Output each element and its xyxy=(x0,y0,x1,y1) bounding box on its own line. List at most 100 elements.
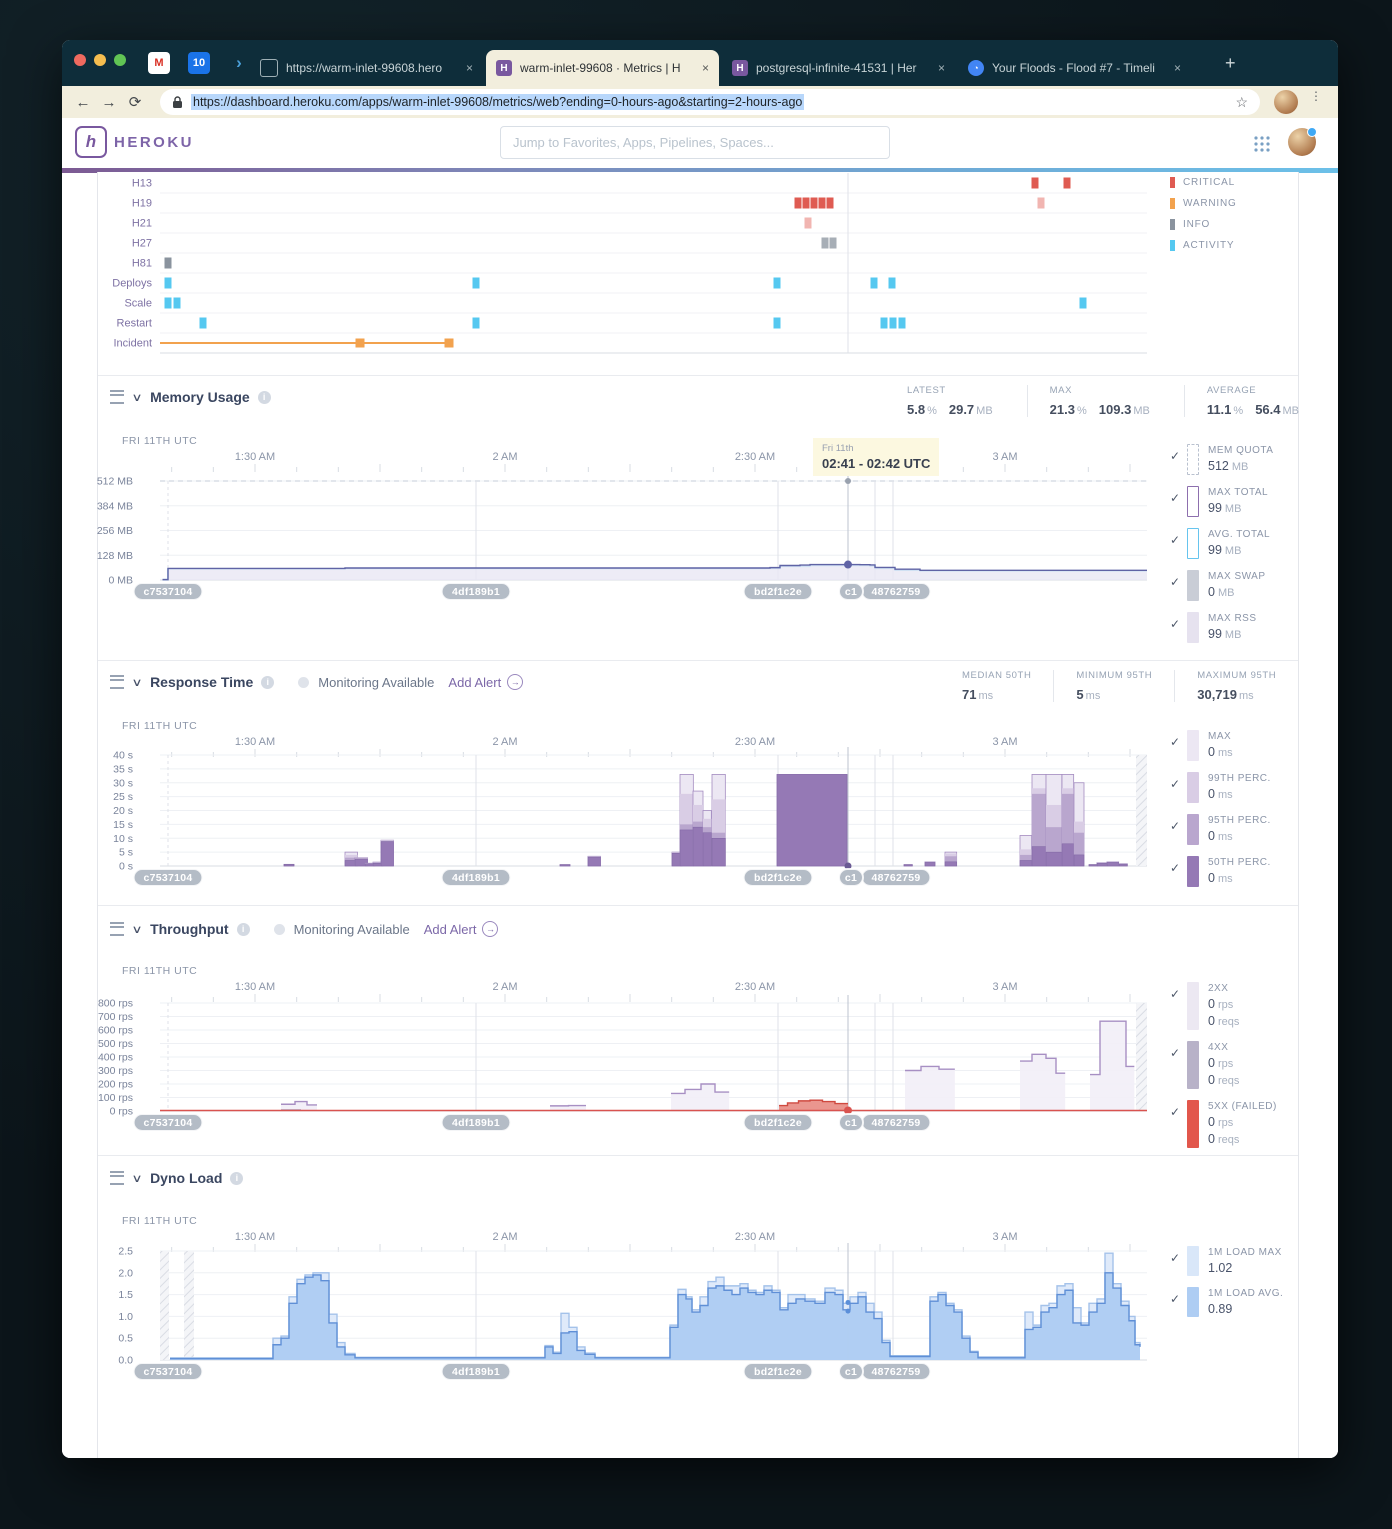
chevron-down-icon[interactable]: ∨ xyxy=(131,676,143,689)
tab-close-icon[interactable]: × xyxy=(937,61,945,75)
legend-item[interactable]: ✓ 1M LOAD MAX 1.02 xyxy=(1170,1246,1330,1276)
check-icon[interactable]: ✓ xyxy=(1170,491,1181,505)
tab-title: Your Floods - Flood #7 - Timeli xyxy=(992,61,1155,75)
v: 0.89 xyxy=(1208,1302,1233,1316)
memory-chart[interactable]: FRI 11TH UTC 1:30 AM 2 AM 2:30 AM 3 AM 512 MB… xyxy=(92,430,1157,615)
chevron-down-icon[interactable]: ∨ xyxy=(131,1172,143,1185)
tab-close-icon[interactable]: × xyxy=(465,61,473,75)
check-icon[interactable]: ✓ xyxy=(1170,987,1181,1001)
check-icon[interactable]: ✓ xyxy=(1170,449,1181,463)
check-icon[interactable]: ✓ xyxy=(1170,575,1181,589)
info-icon[interactable]: i xyxy=(236,922,250,936)
forward-button[interactable]: → xyxy=(101,93,117,111)
close-window-button[interactable] xyxy=(74,54,86,66)
svg-text:600 rps: 600 rps xyxy=(98,1025,133,1037)
legend-value: 0 rps xyxy=(1208,996,1239,1013)
incident-marker xyxy=(355,338,365,348)
toolbar-avatar[interactable] xyxy=(1274,90,1298,114)
legend-item[interactable]: ✓ 99TH PERC. 0 ms xyxy=(1170,772,1330,803)
app-grid-icon[interactable] xyxy=(1254,136,1270,152)
gmail-icon[interactable]: M xyxy=(148,52,170,74)
drag-handle-icon[interactable] xyxy=(110,922,124,936)
stat-number-value: 29.7 xyxy=(948,402,975,417)
tab-close-icon[interactable]: × xyxy=(1173,61,1181,75)
svg-text:4df189b1: 4df189b1 xyxy=(452,586,500,598)
back-button[interactable]: ← xyxy=(75,93,91,111)
check-icon[interactable]: ✓ xyxy=(1170,533,1181,547)
check-icon[interactable]: ✓ xyxy=(1170,819,1181,833)
legend-text: MEM QUOTA 512 MB xyxy=(1208,444,1273,475)
drag-handle-icon[interactable] xyxy=(110,1171,124,1185)
response-time-chart[interactable]: FRI 11TH UTC 1:30 AM 2 AM 2:30 AM 3 AM 40 s35… xyxy=(92,715,1157,895)
drag-handle-icon[interactable] xyxy=(110,390,124,404)
check-icon[interactable]: ✓ xyxy=(1170,1292,1181,1306)
info-icon[interactable]: i xyxy=(261,675,275,689)
browser-tab[interactable]: ◔ Your Floods - Flood #7 - Timeli × xyxy=(958,50,1191,86)
legend-item[interactable]: ✓ MAX RSS 99 MB xyxy=(1170,612,1330,643)
bookmark-star-icon[interactable]: ☆ xyxy=(1235,93,1248,110)
legend-item[interactable]: ✓ MAX SWAP 0 MB xyxy=(1170,570,1330,601)
svg-text:400 rps: 400 rps xyxy=(98,1052,133,1064)
check-icon[interactable]: ✓ xyxy=(1170,777,1181,791)
event-marker xyxy=(173,297,181,309)
legend-item[interactable]: ✓ 2XX 0 rps 0 reqs xyxy=(1170,982,1330,1030)
legend-item[interactable]: ✓ MAX TOTAL 99 MB xyxy=(1170,486,1330,517)
chevron-down-icon[interactable]: ∨ xyxy=(131,391,143,404)
legend-item[interactable]: ✓ MAX 0 ms xyxy=(1170,730,1330,761)
chevron-down-icon[interactable]: ∨ xyxy=(131,923,143,936)
release-pill: 4df189b1 xyxy=(440,1362,512,1381)
throughput-chart[interactable]: FRI 11TH UTC 1:30 AM 2 AM 2:30 AM 3 AM 800 rp… xyxy=(92,960,1157,1140)
legend-item: CRITICAL xyxy=(1170,177,1330,188)
info-icon[interactable]: i xyxy=(257,390,271,404)
zoom-window-button[interactable] xyxy=(114,54,126,66)
legend-item[interactable]: ✓ AVG. TOTAL 99 MB xyxy=(1170,528,1330,559)
dyno-load-chart[interactable]: FRI 11TH UTC 1:30 AM 2 AM 2:30 AM 3 AM 2.5 2.0… xyxy=(92,1210,1157,1390)
legend-item[interactable]: ✓ 4XX 0 rps 0 reqs xyxy=(1170,1041,1330,1089)
add-alert-link[interactable]: Add Alert xyxy=(423,921,477,937)
check-icon[interactable]: ✓ xyxy=(1170,617,1181,631)
search-input[interactable] xyxy=(500,126,890,159)
legend-item[interactable]: ✓ 95TH PERC. 0 ms xyxy=(1170,814,1330,845)
tab-close-icon[interactable]: × xyxy=(701,61,709,75)
unit: reqs xyxy=(1217,1075,1240,1087)
release-pill: 48762759 xyxy=(860,1362,932,1381)
refresh-button[interactable]: ⟳ xyxy=(128,94,142,111)
drag-handle-icon[interactable] xyxy=(110,675,124,689)
check-icon[interactable]: ✓ xyxy=(1170,1105,1181,1119)
unit: rps xyxy=(1217,1058,1234,1070)
add-alert-arrow-icon[interactable]: → xyxy=(507,674,524,690)
check-icon[interactable]: ✓ xyxy=(1170,1046,1181,1060)
svg-text:1:30 AM: 1:30 AM xyxy=(235,451,275,463)
calendar-icon[interactable]: 10 xyxy=(188,52,210,74)
heroku-logo[interactable]: h xyxy=(75,126,107,158)
legend-item[interactable]: ✓ 50TH PERC. 0 ms xyxy=(1170,856,1330,887)
events-chart[interactable]: H13 H19 H21 H27 H81 Deploys Scale Restart Incide… xyxy=(92,173,1157,358)
new-tab-button[interactable]: + xyxy=(1225,53,1236,73)
legend-item[interactable]: ✓ 5XX (FAILED) 0 rps 0 reqs xyxy=(1170,1100,1330,1148)
legend-swatch xyxy=(1187,570,1199,601)
add-alert-link[interactable]: Add Alert xyxy=(448,674,502,690)
legend-item[interactable]: ✓ MEM QUOTA 512 MB xyxy=(1170,444,1330,475)
event-marker xyxy=(804,217,812,229)
svg-text:0 rps: 0 rps xyxy=(110,1106,133,1118)
check-icon[interactable]: ✓ xyxy=(1170,735,1181,749)
svg-text:c7537104: c7537104 xyxy=(143,872,192,884)
check-icon[interactable]: ✓ xyxy=(1170,861,1181,875)
legend-value: 0 ms xyxy=(1208,786,1271,803)
info-icon[interactable]: i xyxy=(230,1171,244,1185)
browser-tab[interactable]: https://warm-inlet-99608.hero × xyxy=(250,50,483,86)
add-alert-arrow-icon[interactable]: → xyxy=(482,921,499,937)
arrow-icon[interactable]: › xyxy=(236,53,242,72)
url-bar[interactable]: https://dashboard.heroku.com/apps/warm-i… xyxy=(160,89,1260,115)
browser-menu-icon[interactable]: ⋮ xyxy=(1310,89,1322,103)
check-icon[interactable]: ✓ xyxy=(1170,1251,1181,1265)
minimize-window-button[interactable] xyxy=(94,54,106,66)
legend-label: 2XX xyxy=(1208,983,1229,994)
heroku-brand[interactable]: HEROKU xyxy=(114,134,195,151)
legend-label: 1M LOAD AVG. xyxy=(1208,1288,1284,1299)
legend-item[interactable]: ✓ 1M LOAD AVG. 0.89 xyxy=(1170,1287,1330,1317)
user-avatar[interactable] xyxy=(1288,127,1317,156)
event-row-label: H21 xyxy=(132,218,152,230)
